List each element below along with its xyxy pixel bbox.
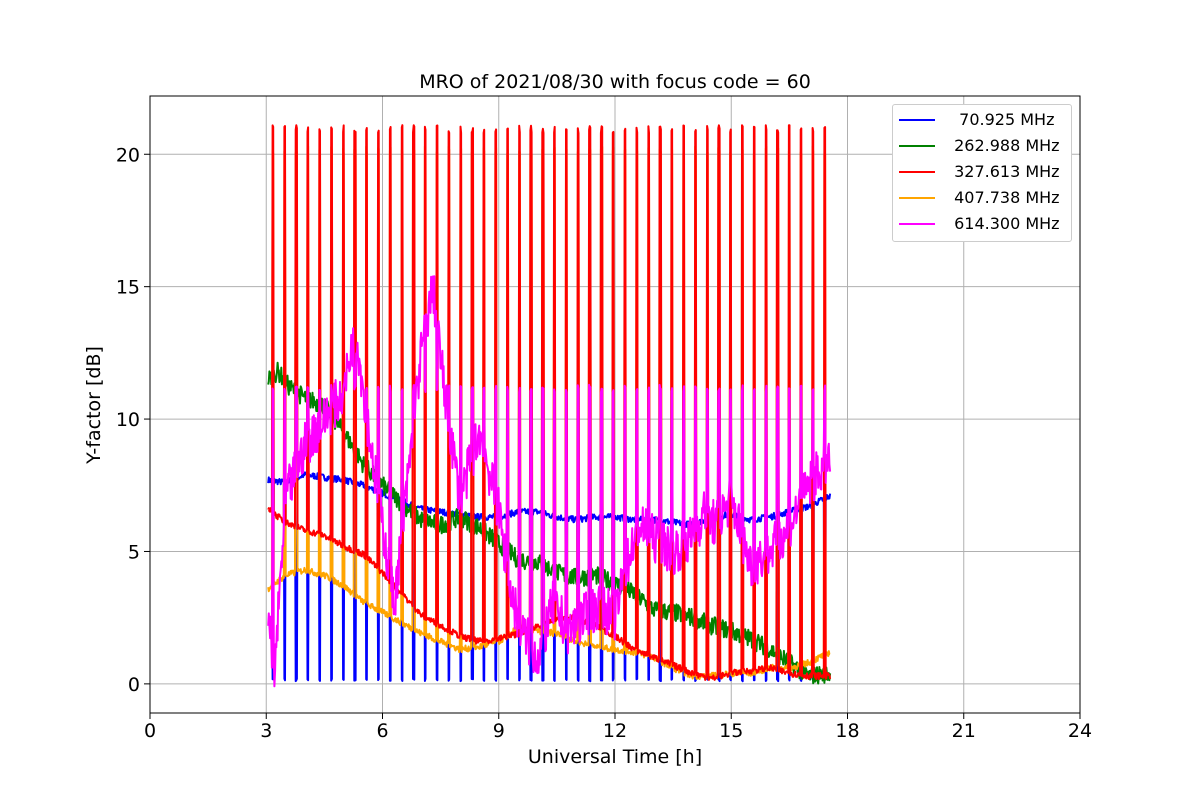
series-line-008000: [267, 361, 832, 685]
legend-label: 327.613 MHz: [949, 162, 1060, 181]
series-line-ff00ff: [267, 275, 832, 688]
series-line-ff0000: [267, 124, 832, 681]
y-tick-label: 0: [128, 674, 140, 696]
y-tick-label: 20: [116, 144, 140, 166]
x-tick-label: 6: [376, 720, 388, 742]
legend-item: 262.988 MHz: [893, 133, 1071, 159]
x-axis-label: Universal Time [h]: [528, 746, 702, 768]
legend-item: 327.613 MHz: [893, 159, 1071, 185]
legend-label: 70.925 MHz: [949, 110, 1055, 129]
legend-item: 70.925 MHz: [893, 107, 1071, 133]
legend-label: 614.300 MHz: [949, 214, 1060, 233]
y-tick-label: 15: [116, 277, 140, 299]
series-line-0000ff: [267, 471, 832, 683]
legend-swatch-orange: [899, 197, 935, 199]
plot-series: [267, 124, 832, 688]
y-tick-label: 10: [116, 409, 140, 431]
chart-title: MRO of 2021/08/30 with focus code = 60: [419, 71, 811, 93]
x-tick-label: 21: [952, 720, 976, 742]
x-tick-label: 0: [144, 720, 156, 742]
legend-item: 407.738 MHz: [893, 185, 1071, 211]
x-tick-label: 18: [835, 720, 859, 742]
x-tick-label: 24: [1068, 720, 1092, 742]
x-tick-label: 15: [719, 720, 743, 742]
x-tick-label: 3: [260, 720, 272, 742]
x-tick-label: 12: [603, 720, 627, 742]
legend-item: 614.300 MHz: [893, 211, 1071, 237]
y-axis-label: Y-factor [dB]: [83, 346, 105, 465]
legend-swatch-red: [899, 171, 935, 173]
y-tick-label: 5: [128, 541, 140, 563]
legend-label: 407.738 MHz: [949, 188, 1060, 207]
legend-swatch-magenta: [899, 223, 935, 225]
x-tick-label: 9: [493, 720, 505, 742]
axis-ticks: 0 3 6 9 12 15 18 21 24 0 5 10 15 20: [116, 144, 1092, 742]
legend-swatch-blue: [899, 119, 935, 121]
legend: 70.925 MHz 262.988 MHz 327.613 MHz 407.7…: [892, 104, 1072, 242]
legend-swatch-green: [899, 145, 935, 147]
legend-label: 262.988 MHz: [949, 136, 1060, 155]
